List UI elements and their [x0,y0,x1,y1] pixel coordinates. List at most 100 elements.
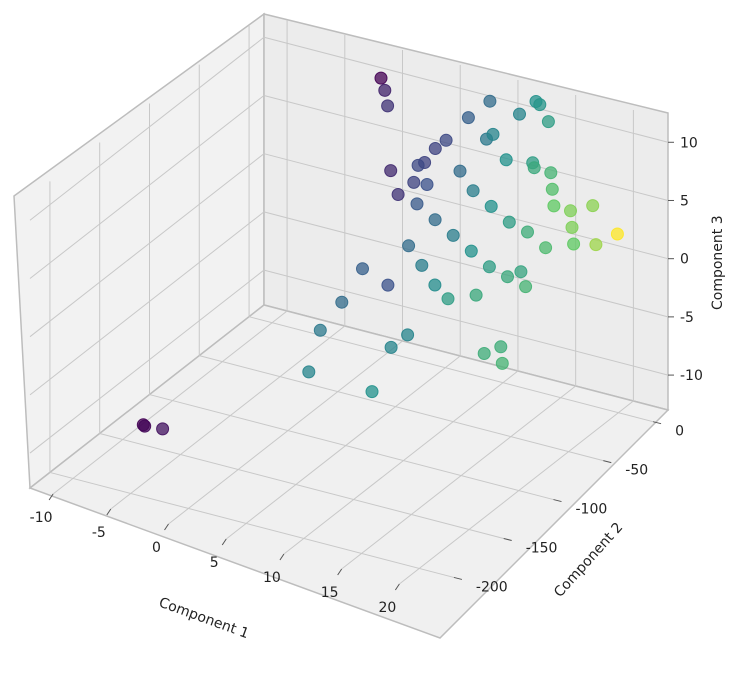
y-tick-label: -100 [575,502,607,518]
scatter-point [586,199,600,213]
scatter-point [374,71,388,85]
scatter-point [407,175,421,189]
x-tick-mark [164,523,169,531]
scatter-point [527,161,541,175]
y-axis-label: Component 2 [551,520,626,601]
z-tick-label: -5 [680,310,694,326]
z-axis-label: Component 3 [710,215,726,310]
x-tick-label: 5 [210,555,219,571]
scatter-point [589,238,603,252]
y-tick-label: -200 [476,579,508,595]
grid-line-z-left [29,269,265,454]
scatter-point [521,225,534,239]
scatter-point [446,228,460,242]
scatter-point [499,153,513,167]
scatter-point [302,365,316,379]
scatter-point [420,178,434,191]
scatter-point [502,215,516,229]
scatter-point [356,262,369,276]
scatter-point [501,270,514,284]
scatter-point [513,107,526,121]
grid-line-x [399,400,634,585]
scatter-point [469,288,483,302]
x-tick-label: 20 [378,600,396,616]
grid-line-z-left [29,153,265,338]
scatter-point [610,227,624,241]
scatter-point [482,260,496,274]
y-tick-label: -150 [526,540,558,556]
x-tick-label: 0 [152,540,161,556]
grid-line-z-left [29,211,265,396]
scatter-point [567,237,581,251]
x-tick-label: -5 [92,525,106,541]
x-tick-mark [394,583,400,591]
grid-line-x [341,385,576,570]
scatter-point [156,422,170,436]
y-tick-mark [553,499,562,503]
scatter-point [514,265,528,279]
grid-line-y [99,433,504,539]
scatter-point [541,115,555,129]
x-tick-mark [279,553,285,561]
x-tick-label: 10 [263,570,281,586]
grid-line-x [225,355,461,540]
scatter-point [428,142,442,155]
grid-line-z-back [263,211,669,318]
grid-line-y [199,355,604,462]
grid-line-x [110,325,346,510]
scatter-point [533,98,547,112]
scatter-point [415,258,429,272]
grid-line-z-left [29,36,265,221]
scatter-point [384,164,398,178]
x-tick-mark [106,508,112,516]
scatter-point [494,340,508,354]
z-tick-label: 10 [680,135,698,151]
scatter-point [464,244,478,258]
scatter-point [138,419,152,433]
y-tick-label: -50 [625,463,648,479]
scatter-point [391,188,405,201]
grid-line-y [49,471,455,578]
scatter-point [477,347,491,360]
scatter-point [313,323,327,337]
y-tick-label: 0 [675,424,684,440]
scatter-point [483,94,497,108]
scatter-point [461,111,475,125]
scatter-point [335,295,349,309]
grid-line-z-left [29,95,265,279]
scatter-point [428,213,442,227]
scatter-point [564,204,577,218]
z-tick-label: 5 [680,193,689,209]
x-tick-mark [48,493,54,501]
y-tick-mark [603,460,612,464]
scatter-point [453,164,467,178]
scatter-point [495,356,509,370]
scatter-point [484,199,498,213]
scatter-point [519,280,533,294]
y-tick-mark [503,538,512,541]
scatter-point [547,199,561,213]
scatter-point [401,328,415,342]
grid-line-x [52,310,288,495]
x-tick-label: -10 [30,510,53,526]
x-tick-label: 15 [321,585,339,601]
grid-line-y [149,394,554,501]
x-axis-label: Component 1 [157,595,251,642]
z-tick-label: -10 [680,368,703,384]
scatter-point [381,278,395,292]
scatter-points [136,71,624,436]
grid-line-z-back [263,94,669,201]
scatter-point [545,182,559,196]
scatter-point [544,166,558,180]
scatter-point [466,184,480,198]
scatter-point [486,127,500,141]
scatter-point [365,385,379,399]
scatter-point [441,292,455,306]
x-tick-mark [337,568,343,576]
x-tick-mark [221,538,227,546]
scatter-point [381,99,395,113]
grid-line-x [168,340,403,525]
grid-line-x [283,370,519,555]
